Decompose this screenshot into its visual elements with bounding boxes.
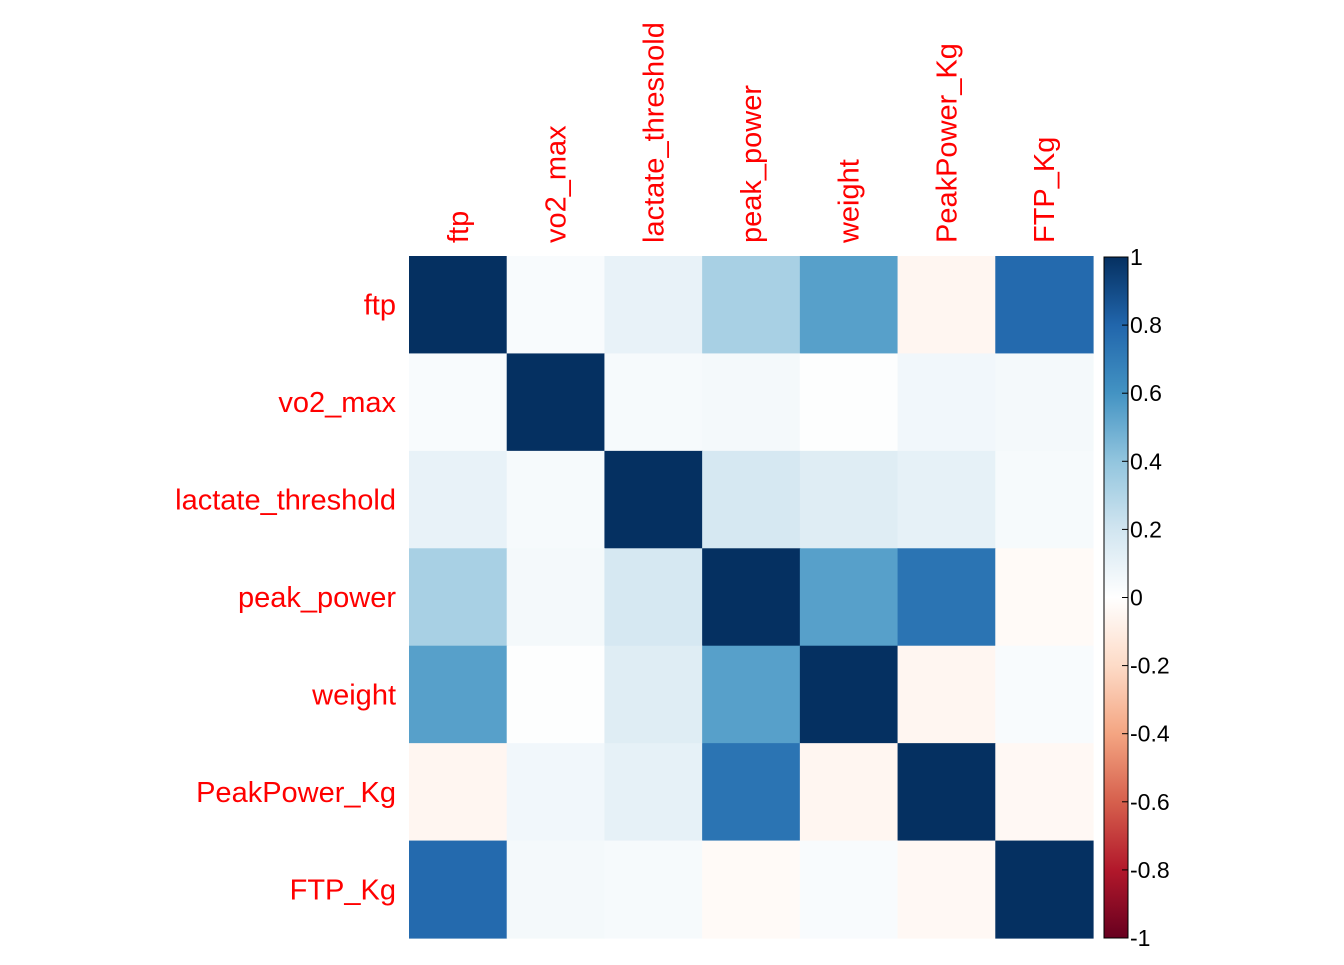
heatmap-cell-ftp-peak_power xyxy=(702,256,801,355)
legend-tick-label: 0.8 xyxy=(1130,312,1162,338)
color-legend: 1 0.8 0.6 0.4 0.2 0 -0.2 -0.4 -0.6 -0.8 -1 xyxy=(1103,244,1170,951)
heatmap-cells xyxy=(409,256,1094,939)
heatmap-cell-PeakPower_Kg-weight xyxy=(799,743,899,842)
heatmap-cell-weight-PeakPower_Kg xyxy=(897,645,996,744)
legend-tick-label: 1 xyxy=(1130,244,1143,270)
heatmap-cell-lactate_threshold-peak_power xyxy=(702,450,801,549)
column-label-peak_power: peak_power xyxy=(736,85,768,243)
heatmap-cell-lactate_threshold-vo2_max xyxy=(506,450,606,549)
heatmap-cell-vo2_max-peak_power xyxy=(702,353,801,452)
heatmap-cell-weight-peak_power xyxy=(702,645,801,744)
heatmap-cell-weight-weight xyxy=(799,645,899,744)
heatmap-cell-ftp-lactate_threshold xyxy=(604,256,703,355)
heatmap-cell-peak_power-ftp xyxy=(409,548,508,647)
column-label-weight: weight xyxy=(834,159,866,244)
legend-tick-label: 0 xyxy=(1130,585,1143,611)
heatmap-cell-vo2_max-PeakPower_Kg xyxy=(897,353,996,452)
row-label-lactate_threshold: lactate_threshold xyxy=(175,485,396,517)
legend-tick-label: -1 xyxy=(1130,925,1150,951)
legend-tick-label: -0.2 xyxy=(1130,653,1170,679)
row-label-weight: weight xyxy=(311,679,396,711)
column-labels: ftp vo2_max lactate_threshold peak_power wei… xyxy=(443,22,1061,244)
heatmap-cell-lactate_threshold-PeakPower_Kg xyxy=(897,450,996,549)
heatmap-cell-PeakPower_Kg-vo2_max xyxy=(506,743,606,842)
heatmap-cell-FTP_Kg-FTP_Kg xyxy=(995,840,1094,939)
row-label-PeakPower_Kg: PeakPower_Kg xyxy=(196,777,396,809)
heatmap-cell-PeakPower_Kg-ftp xyxy=(409,743,508,842)
heatmap-cell-lactate_threshold-lactate_threshold xyxy=(604,450,703,549)
legend-tick-label: -0.6 xyxy=(1130,789,1170,815)
heatmap-cell-ftp-FTP_Kg xyxy=(995,256,1094,355)
heatmap-cell-PeakPower_Kg-FTP_Kg xyxy=(995,743,1094,842)
heatmap-cell-peak_power-peak_power xyxy=(702,548,801,647)
heatmap-cell-ftp-ftp xyxy=(409,256,508,355)
heatmap-cell-ftp-vo2_max xyxy=(506,256,606,355)
column-label-PeakPower_Kg: PeakPower_Kg xyxy=(931,43,963,243)
heatmap-cell-FTP_Kg-weight xyxy=(799,840,899,939)
heatmap-cell-lactate_threshold-ftp xyxy=(409,450,508,549)
legend-tick-label: -0.8 xyxy=(1130,857,1170,883)
column-label-FTP_Kg: FTP_Kg xyxy=(1029,137,1061,243)
heatmap-cell-FTP_Kg-peak_power xyxy=(702,840,801,939)
heatmap-cell-vo2_max-weight xyxy=(799,353,899,452)
heatmap-cell-vo2_max-lactate_threshold xyxy=(604,353,703,452)
row-label-FTP_Kg: FTP_Kg xyxy=(290,874,396,906)
heatmap-cell-ftp-weight xyxy=(799,256,899,355)
row-labels: ftp vo2_max lactate_threshold peak_powerwei… xyxy=(175,290,396,907)
heatmap-cell-FTP_Kg-ftp xyxy=(409,840,508,939)
column-label-vo2_max: vo2_max xyxy=(541,125,573,243)
heatmap-cell-weight-FTP_Kg xyxy=(995,645,1094,744)
heatmap-cell-peak_power-weight xyxy=(799,548,899,647)
heatmap-cell-FTP_Kg-vo2_max xyxy=(506,840,606,939)
heatmap-cell-weight-vo2_max xyxy=(506,645,606,744)
heatmap-cell-FTP_Kg-lactate_threshold xyxy=(604,840,703,939)
heatmap-cell-peak_power-lactate_threshold xyxy=(604,548,703,647)
heatmap-cell-peak_power-vo2_max xyxy=(506,548,606,647)
heatmap-cell-peak_power-FTP_Kg xyxy=(995,548,1094,647)
heatmap-cell-ftp-PeakPower_Kg xyxy=(897,256,996,355)
heatmap-cell-PeakPower_Kg-lactate_threshold xyxy=(604,743,703,842)
heatmap-cell-vo2_max-vo2_max xyxy=(506,353,606,452)
column-label-ftp: ftp xyxy=(443,211,475,243)
legend-tick-label: -0.4 xyxy=(1130,721,1170,747)
heatmap-cell-weight-lactate_threshold xyxy=(604,645,703,744)
legend-tick-label: 0.2 xyxy=(1130,516,1162,542)
heatmap-cell-peak_power-PeakPower_Kg xyxy=(897,548,996,647)
row-label-ftp: ftp xyxy=(364,290,396,322)
row-label-vo2_max: vo2_max xyxy=(278,387,396,419)
heatmap-cell-weight-ftp xyxy=(409,645,508,744)
row-label-peak_power: peak_power xyxy=(238,582,396,614)
heatmap-cell-lactate_threshold-weight xyxy=(799,450,899,549)
heatmap-cell-vo2_max-ftp xyxy=(409,353,508,452)
legend-tick-label: 0.6 xyxy=(1130,380,1162,406)
column-label-lactate_threshold: lactate_threshold xyxy=(638,22,670,243)
legend-tick-label: 0.4 xyxy=(1130,448,1162,474)
heatmap-cell-PeakPower_Kg-PeakPower_Kg xyxy=(897,743,996,842)
heatmap-cell-FTP_Kg-PeakPower_Kg xyxy=(897,840,996,939)
heatmap-cell-PeakPower_Kg-peak_power xyxy=(702,743,801,842)
heatmap-cell-vo2_max-FTP_Kg xyxy=(995,353,1094,452)
heatmap-cell-lactate_threshold-FTP_Kg xyxy=(995,450,1094,549)
